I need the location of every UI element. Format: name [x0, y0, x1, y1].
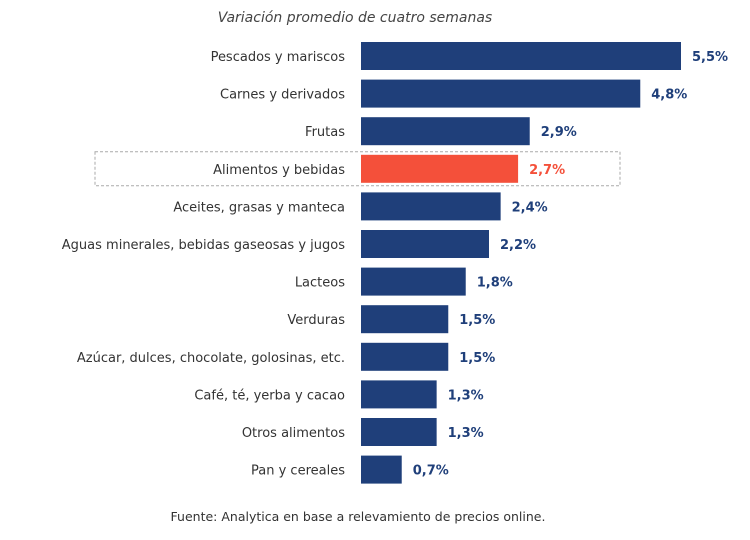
- value-label: 2,2%: [500, 238, 536, 253]
- bar: [361, 418, 437, 446]
- category-label: Café, té, yerba y cacao: [194, 388, 345, 403]
- value-label: 1,8%: [477, 276, 513, 291]
- value-label: 1,3%: [448, 426, 484, 441]
- category-label: Aguas minerales, bebidas gaseosas y jugo…: [62, 238, 345, 253]
- highlight-box: [94, 151, 621, 187]
- category-label: Frutas: [305, 125, 345, 140]
- category-label: Pan y cereales: [251, 464, 345, 479]
- bar: [361, 79, 641, 108]
- value-label: 2,9%: [541, 125, 577, 140]
- bar: [361, 305, 449, 334]
- category-label: Alimentos y bebidas: [213, 163, 345, 178]
- category-label: Otros alimentos: [242, 426, 345, 441]
- category-label: Lacteos: [295, 276, 345, 291]
- category-label: Carnes y derivados: [220, 88, 345, 103]
- bar: [361, 230, 489, 258]
- value-label: 4,8%: [651, 88, 687, 103]
- value-label: 1,3%: [448, 388, 484, 403]
- category-label: Azúcar, dulces, chocolate, golosinas, et…: [77, 351, 345, 366]
- category-label: Pescados y mariscos: [211, 50, 346, 65]
- bar: [361, 455, 402, 484]
- value-label: 5,5%: [692, 50, 728, 65]
- bar: [361, 267, 466, 296]
- bar: [361, 154, 519, 183]
- value-label: 0,7%: [413, 464, 449, 479]
- chart-source: Fuente: Analytica en base a relevamiento…: [171, 509, 546, 524]
- chart-title: Variación promedio de cuatro semanas: [218, 10, 492, 26]
- category-label: Verduras: [287, 313, 345, 328]
- category-label: Aceites, grasas y manteca: [173, 200, 345, 215]
- bar: [361, 42, 681, 70]
- value-label: 1,5%: [459, 351, 495, 366]
- bar: [361, 342, 449, 371]
- value-label: 2,7%: [529, 163, 565, 178]
- bar: [361, 117, 530, 146]
- bar: [361, 380, 437, 409]
- value-label: 1,5%: [459, 313, 495, 328]
- bar: [361, 192, 501, 221]
- value-label: 2,4%: [512, 200, 548, 215]
